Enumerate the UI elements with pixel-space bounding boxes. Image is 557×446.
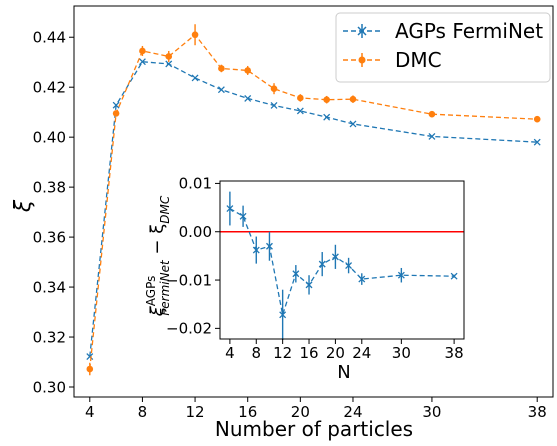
main-series-0-point <box>165 60 173 68</box>
main-y-tick-label: 0.42 <box>33 78 66 96</box>
main-series-0-point <box>217 86 225 94</box>
main-series-1-point <box>165 53 173 60</box>
main-series-1-point <box>218 65 225 72</box>
inset-series-0-point <box>397 271 405 279</box>
main-series-0-point <box>244 94 252 102</box>
main-x-tick-label: 38 <box>528 403 547 421</box>
main-series-0-point <box>428 132 436 140</box>
main-y-tick-label: 0.44 <box>33 28 66 46</box>
main-x-tick-label: 30 <box>422 403 441 421</box>
inset-series-0-point <box>279 311 287 319</box>
main-series-0-point <box>138 58 146 66</box>
inset-x-tick-label: 30 <box>392 344 411 362</box>
main-series-1-point <box>533 115 541 123</box>
main-series-1-point <box>191 31 199 39</box>
inset-y-label-xi: ξ <box>147 305 168 317</box>
main-y-tick-label: 0.30 <box>33 378 66 396</box>
inset-series-0-point <box>345 262 353 270</box>
main-x-axis-label: Number of particles <box>215 417 413 441</box>
inset-y-tick-label: 0.00 <box>179 223 212 241</box>
main-series-0-point <box>296 107 304 115</box>
legend: AGPs FermiNet DMC <box>335 12 551 83</box>
main-series-1-point <box>112 110 120 117</box>
inset-y-tick-label: −0.01 <box>166 271 212 289</box>
main-series-0-point <box>323 113 331 121</box>
legend-entry-agps-ferminet: AGPs FermiNet <box>343 19 543 43</box>
legend-marker-x-icon <box>357 26 367 36</box>
inset-y-tick-label: −0.02 <box>166 320 212 338</box>
main-series-1-point <box>297 94 304 102</box>
inset-series-0-point <box>226 205 234 213</box>
main-axes-frame <box>73 5 554 398</box>
main-x-tick-label: 24 <box>343 403 362 421</box>
legend-label-dmc: DMC <box>395 48 442 72</box>
main-x-tick-label: 8 <box>138 403 148 421</box>
main-series-0-point <box>86 353 94 360</box>
main-series-0-point <box>533 138 541 146</box>
inset-x-tick-label: 4 <box>225 344 235 362</box>
main-series-1-point <box>349 95 357 103</box>
main-y-tick-label: 0.34 <box>33 278 66 296</box>
inset-x-axis-label: N <box>337 362 350 383</box>
main-x-tick-label: 16 <box>238 403 257 421</box>
inset-y-label-minus: − ξ <box>147 224 168 261</box>
main-y-axis-label: ξ <box>11 199 36 213</box>
inset-x-tick-label: 8 <box>251 344 261 362</box>
main-series-1-point <box>323 96 330 103</box>
main-series-0-point <box>270 101 278 109</box>
main-series-1-point <box>139 47 146 55</box>
inset-y-label-sub: FermiNet <box>158 259 172 316</box>
main-series-1-point <box>86 365 94 373</box>
inset-x-tick-label: 20 <box>326 344 345 362</box>
inset-y-tick-label: 0.01 <box>179 175 212 193</box>
inset-x-tick-label: 12 <box>273 344 292 362</box>
main-series-0-point <box>112 101 120 109</box>
main-series-0-point <box>191 74 199 82</box>
inset-y-label-sup: AGPs <box>144 276 158 307</box>
inset-axes-frame <box>219 180 465 340</box>
inset-x-tick-label: 38 <box>445 344 464 362</box>
main-y-tick-label: 0.32 <box>33 328 66 346</box>
inset-series-0-point <box>331 253 339 261</box>
main-x-tick-label: 12 <box>186 403 205 421</box>
main-y-tick-label: 0.38 <box>33 178 66 196</box>
inset-x-tick-label: 24 <box>352 344 371 362</box>
main-y-tick-label: 0.40 <box>33 128 66 146</box>
inset-series-0-point <box>305 281 313 289</box>
main-series-0-point <box>349 120 357 128</box>
main-y-tick-label: 0.36 <box>33 228 66 246</box>
inset-series-0-point <box>252 246 260 254</box>
inset-series-0-point <box>358 275 366 283</box>
inset-y-axis-label: ξAGPsFermiNet − ξDMC <box>144 195 172 317</box>
inset-series-0-point <box>318 260 326 268</box>
inset-x-tick-label: 16 <box>299 344 318 362</box>
inset-series-0-point <box>239 212 247 220</box>
inset-y-label-sub-dmc: DMC <box>158 195 172 224</box>
legend-frame <box>335 12 551 83</box>
main-x-tick-label: 4 <box>85 403 95 421</box>
legend-marker-dot-icon <box>358 56 366 64</box>
legend-entry-dmc: DMC <box>343 48 442 72</box>
inset-plot: 4 8 12 16 20 24 30 38 0.01 0.00 −0.01 −0.02 <box>166 175 465 362</box>
main-series-1-point <box>244 67 252 74</box>
inset-series-0-point <box>265 242 273 250</box>
main-x-tick-label: 20 <box>291 403 310 421</box>
main-series-1-point <box>270 85 278 92</box>
main-series-1-point <box>428 110 436 118</box>
legend-label-agps-ferminet: AGPs FermiNet <box>395 19 543 43</box>
inset-background <box>220 181 464 339</box>
inset-series-0-point <box>292 270 300 278</box>
inset-series-0-point <box>450 272 458 280</box>
